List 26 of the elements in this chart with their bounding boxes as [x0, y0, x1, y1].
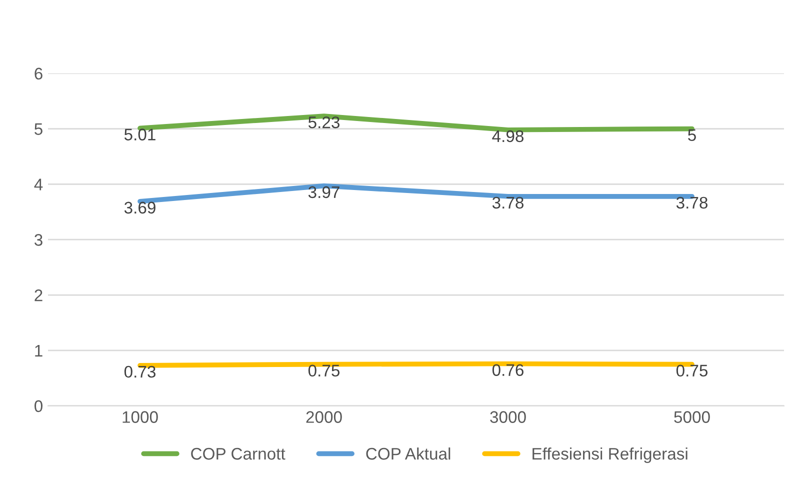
- data-label: 5.23: [308, 116, 340, 128]
- y-tick-label: 5: [34, 123, 42, 135]
- x-tick-label: 5000: [674, 411, 710, 423]
- data-label: 0.75: [676, 364, 708, 377]
- legend-label: COP Aktual: [366, 447, 450, 460]
- x-tick-label: 2000: [306, 411, 342, 423]
- x-tick-label: 3000: [490, 411, 526, 423]
- legend-label: COP Carnott: [191, 448, 286, 460]
- y-tick-label: 3: [34, 234, 42, 246]
- y-tick-label: 2: [34, 289, 42, 302]
- data-label: 0.73: [124, 366, 156, 378]
- y-tick-label: 0: [34, 400, 42, 412]
- data-label: 3.78: [676, 196, 708, 209]
- data-label: 4.98: [492, 130, 524, 142]
- data-label: 0.76: [492, 364, 524, 376]
- y-tick-label: 1: [35, 345, 42, 356]
- y-tick-label: 6: [34, 68, 42, 80]
- data-label: 3.69: [124, 202, 156, 214]
- data-label: 5.01: [124, 128, 156, 140]
- data-label: 3.78: [492, 196, 524, 209]
- y-tick-label: 4: [34, 178, 43, 190]
- x-tick-label: 1000: [122, 411, 158, 423]
- data-label: 0.75: [308, 364, 340, 377]
- data-label: 3.97: [308, 186, 340, 198]
- legend-label: Effesiensi Refrigerasi: [532, 447, 688, 464]
- data-label: 5: [688, 129, 696, 142]
